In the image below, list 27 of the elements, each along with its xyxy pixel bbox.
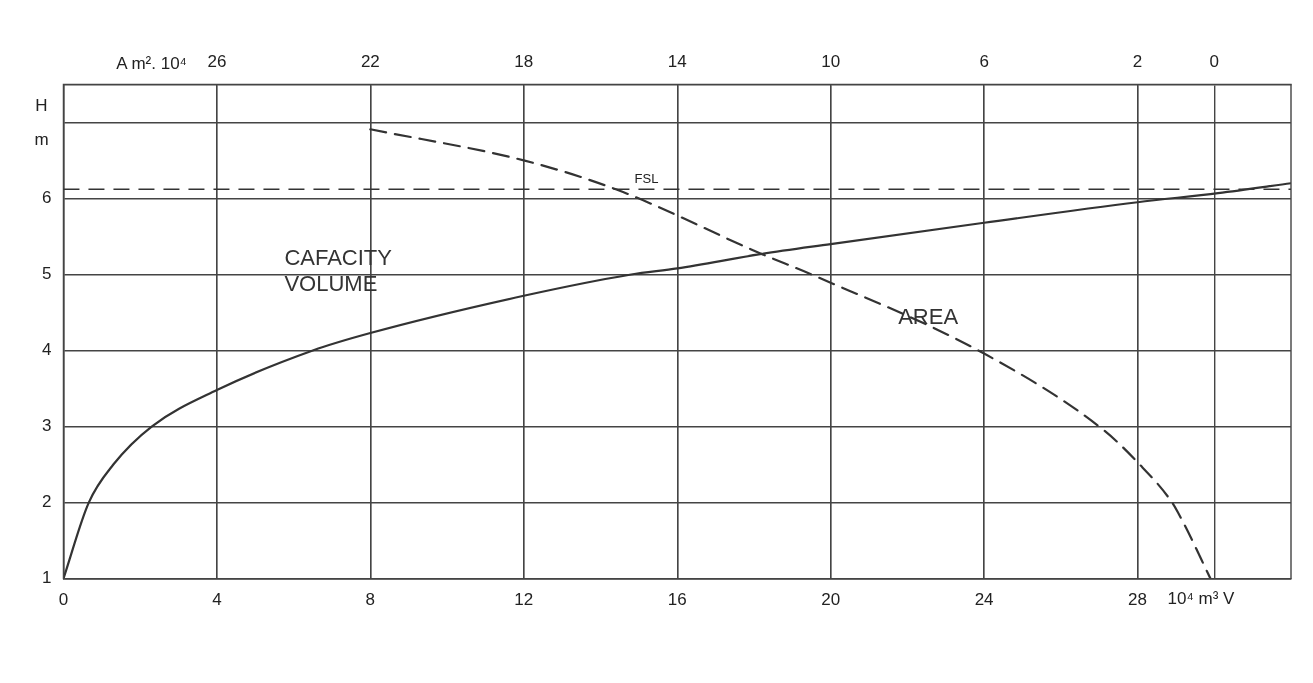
y-tick-label: 3 <box>41 416 52 436</box>
series-label: AREA <box>898 303 959 329</box>
y-tick-label: 6 <box>41 188 52 208</box>
y-axis-title: H m <box>34 96 49 150</box>
x-tick-label: 4 <box>212 590 222 610</box>
x2-tick-label: 6 <box>979 51 989 71</box>
y-tick-label: 5 <box>41 264 52 284</box>
x-tick-label: 0 <box>58 590 69 610</box>
x-tick-label: 24 <box>974 590 994 610</box>
x2-tick-label: 10 <box>821 51 841 71</box>
ref-line-label: FSL <box>634 171 659 187</box>
x2-tick-label: 26 <box>207 51 227 71</box>
x2-tick-label: 0 <box>1209 51 1220 71</box>
x-tick-label: 28 <box>1128 590 1148 610</box>
x-tick-label: 20 <box>821 590 841 610</box>
x2-tick-label: 14 <box>667 51 687 71</box>
x2-tick-label: 2 <box>1132 51 1143 71</box>
y-tick-label: 2 <box>41 492 52 512</box>
x2-axis-title: A m². 10⁴ <box>116 53 187 73</box>
y-tick-label: 4 <box>41 340 52 360</box>
x2-tick-label: 22 <box>360 51 380 71</box>
x2-tick-label: 18 <box>514 51 534 71</box>
x-tick-label: 8 <box>365 590 376 610</box>
y-tick-label: 1 <box>41 568 52 588</box>
x-tick-label: 16 <box>667 590 687 610</box>
x-axis-title: 10⁴ m³ V <box>1167 588 1236 608</box>
x-tick-label: 12 <box>514 590 534 610</box>
